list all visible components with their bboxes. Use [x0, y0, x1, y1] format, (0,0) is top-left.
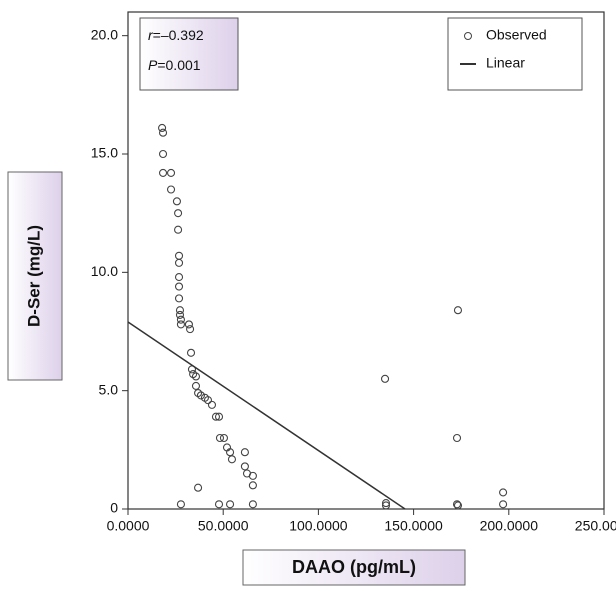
point — [453, 306, 463, 315]
point — [196, 391, 205, 400]
annotation-text: =–0.392 — [153, 27, 204, 43]
point — [184, 320, 193, 329]
legend-label: Observed — [486, 27, 547, 43]
y-tick-label: 20.0 — [91, 26, 118, 42]
annotation-box — [139, 17, 239, 91]
point — [219, 433, 229, 443]
point — [174, 225, 183, 234]
point — [248, 500, 257, 509]
x-tick-label: 200.0000 — [480, 518, 539, 534]
point — [172, 197, 181, 206]
legend-box — [447, 17, 583, 91]
point — [176, 315, 185, 324]
legend-label: Linear — [486, 55, 525, 71]
point — [186, 348, 196, 357]
point — [158, 149, 168, 159]
point — [240, 462, 249, 471]
point — [214, 500, 224, 509]
y-tick-label: 10.0 — [91, 263, 118, 279]
point — [499, 500, 508, 509]
point — [174, 258, 184, 267]
point — [166, 168, 176, 177]
annotation-text: =0.001 — [157, 57, 200, 73]
y-tick-label: 15.0 — [91, 145, 118, 161]
y-tick-label: 5.0 — [99, 381, 119, 397]
point — [191, 381, 201, 390]
point — [176, 320, 185, 329]
point — [215, 433, 225, 443]
point — [248, 471, 257, 480]
point — [380, 374, 390, 383]
point — [158, 128, 168, 137]
y-axis-label: D-Ser (mg/L) — [24, 225, 43, 327]
point — [174, 273, 184, 282]
plot-frame — [127, 11, 605, 510]
point — [499, 488, 508, 497]
x-axis-label: DAAO (pg/mL) — [292, 557, 416, 577]
fit-line — [127, 321, 406, 510]
x-tick-label: 150.0000 — [384, 518, 443, 534]
point — [194, 483, 203, 492]
x-label-box — [242, 549, 466, 586]
annotation: r=–0.392 — [148, 27, 204, 43]
point — [211, 412, 221, 421]
annotation-symbol: r — [148, 27, 154, 43]
point — [453, 501, 463, 510]
point — [214, 412, 224, 421]
point — [381, 499, 391, 508]
point — [240, 448, 249, 457]
point — [452, 500, 462, 509]
point — [158, 123, 167, 133]
legend-swatch — [464, 32, 472, 40]
point — [203, 396, 213, 405]
point — [248, 481, 257, 490]
x-tick-label: 250.0000 — [575, 518, 616, 534]
point — [186, 325, 195, 334]
x-tick-label: 100.0000 — [289, 518, 348, 534]
point — [226, 500, 235, 509]
point — [191, 372, 201, 381]
point — [166, 185, 176, 194]
point — [227, 455, 237, 464]
point — [176, 500, 185, 509]
point — [452, 433, 462, 443]
point — [158, 168, 168, 177]
point — [207, 400, 217, 409]
x-tick-label: 0.0000 — [107, 518, 150, 534]
x-tick-label: 50.0000 — [198, 518, 249, 534]
point — [381, 501, 391, 510]
point — [175, 306, 185, 315]
point — [174, 294, 184, 303]
y-label-box — [7, 171, 63, 381]
annotation-symbol: P — [148, 57, 158, 73]
point — [174, 209, 183, 218]
point — [175, 310, 185, 319]
point — [226, 448, 235, 457]
annotation: P=0.001 — [148, 57, 201, 73]
point — [174, 282, 184, 291]
y-tick-label: 0 — [110, 500, 118, 516]
